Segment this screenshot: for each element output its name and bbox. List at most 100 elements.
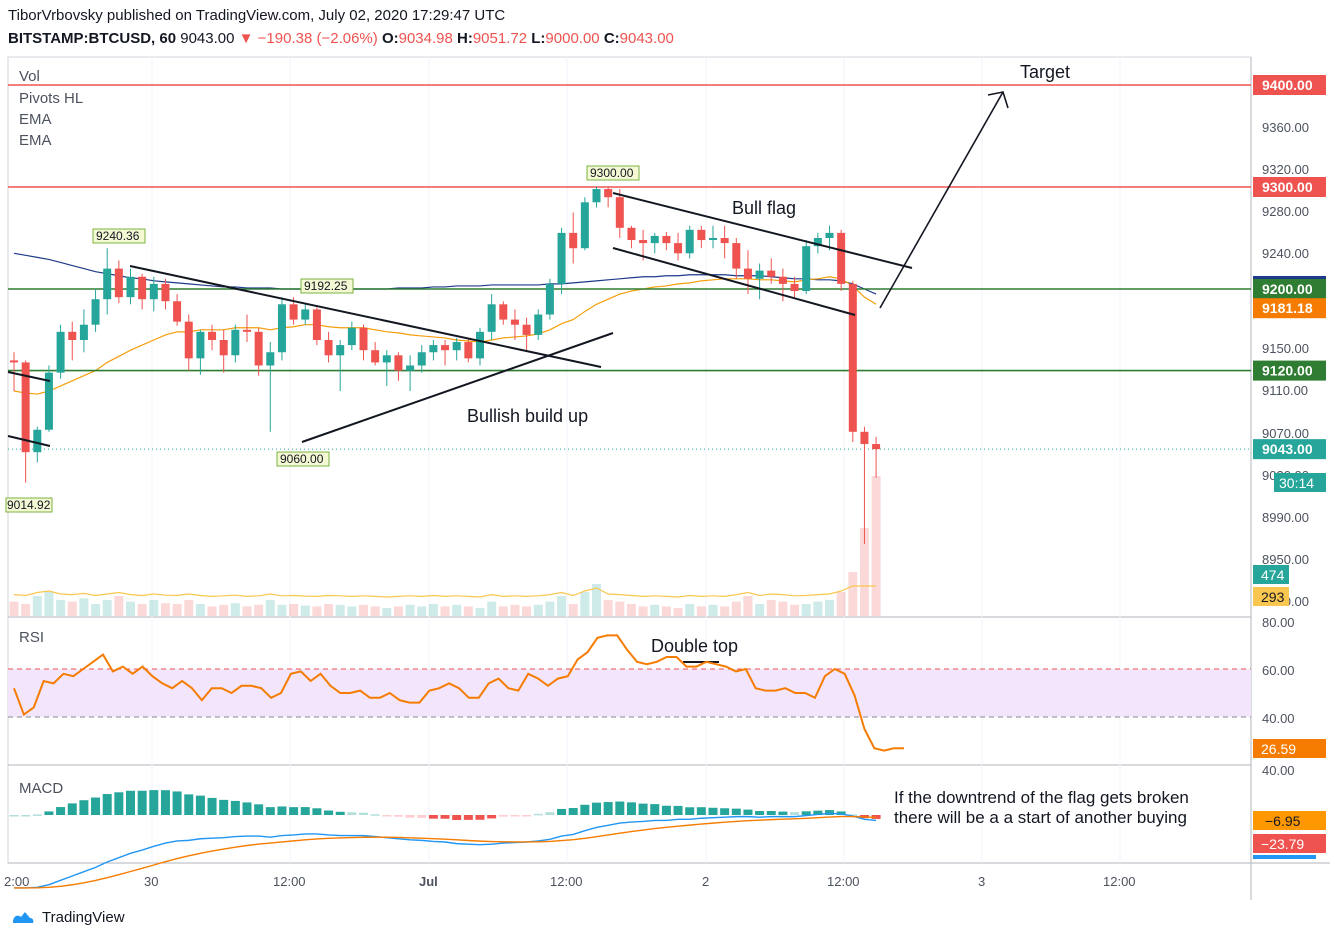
time-tick: 30 xyxy=(144,874,158,889)
macd-signal-line xyxy=(14,815,877,889)
candle-body xyxy=(103,268,112,300)
macd-histogram-bar xyxy=(44,811,54,815)
macd-histogram-bar xyxy=(615,801,625,815)
legend-pivots: Pivots HL xyxy=(19,90,83,107)
volume-bar xyxy=(755,604,765,616)
volume-bars xyxy=(9,476,881,616)
volume-bar xyxy=(720,606,730,616)
candle-body xyxy=(382,355,391,363)
candle-body xyxy=(394,355,403,371)
macd-histogram-bar xyxy=(370,814,380,816)
macd-histogram-bar xyxy=(335,811,345,815)
candle-body xyxy=(126,276,135,298)
support-level-upper-badge xyxy=(1253,279,1326,299)
macd-tick: 40.00 xyxy=(1262,763,1295,778)
ema-lines xyxy=(13,252,877,395)
svg-text:9192.25: 9192.25 xyxy=(304,279,348,293)
pivot-high-3: 9300.00 xyxy=(586,165,640,181)
volume-bar xyxy=(638,606,648,616)
macd-histogram-bar xyxy=(545,812,555,815)
candle-body xyxy=(196,331,205,359)
macd-histogram-bar xyxy=(603,802,613,815)
target-level-value: 9400.00 xyxy=(1262,77,1313,93)
last-price-badge xyxy=(1253,439,1326,460)
volume-bar xyxy=(230,603,240,616)
volume-bar xyxy=(289,604,299,616)
volume-bar xyxy=(533,604,543,616)
volume-bar xyxy=(370,606,380,616)
macd-histogram-bar xyxy=(149,790,159,815)
volume-bar xyxy=(452,604,462,616)
candle-body xyxy=(697,229,706,241)
macd-histogram-bar xyxy=(359,812,368,815)
countdown-badge xyxy=(1274,473,1326,492)
macd-histogram-bar xyxy=(731,808,741,815)
volume-bar xyxy=(487,601,497,616)
svg-text:9014.92: 9014.92 xyxy=(7,498,51,512)
volume-bar xyxy=(836,592,846,616)
trendline-left-bottom xyxy=(7,435,51,447)
candle-body xyxy=(312,309,321,340)
low-label: L: xyxy=(531,30,546,47)
macd-histogram-bar xyxy=(638,803,648,815)
volume-value: 474 xyxy=(1261,567,1285,583)
macd-histogram-bar xyxy=(825,810,834,815)
macd-histogram-bar xyxy=(708,807,718,815)
symbol-line: BITSTAMP:BTCUSD, 60 9043.00 ▼ −190.38 (−… xyxy=(8,30,674,47)
candle-body xyxy=(813,238,822,247)
macd-histogram-bar xyxy=(219,799,229,815)
macd-histogram-bar xyxy=(102,794,112,815)
volume-bar xyxy=(522,606,532,616)
time-tick: 3 xyxy=(978,874,985,889)
volume-bar xyxy=(312,606,322,616)
macd-histogram-bar xyxy=(592,802,601,815)
volume-bar xyxy=(825,600,834,616)
legend-ema-1: EMA xyxy=(19,111,52,128)
candle-body xyxy=(208,331,217,340)
close-label: C: xyxy=(603,30,620,47)
macd-histogram-bar xyxy=(696,807,706,815)
volume-bar xyxy=(44,592,54,616)
rsi-value: 26.59 xyxy=(1261,741,1296,757)
macd-histogram-bar xyxy=(207,797,217,815)
volume-bar xyxy=(254,604,264,616)
resistance-level-badge xyxy=(1253,177,1326,197)
volume-bar xyxy=(801,604,811,616)
candle-body xyxy=(615,197,624,228)
candle-body xyxy=(476,331,484,359)
target-level-badge xyxy=(1253,75,1326,95)
candle-body xyxy=(243,329,251,332)
candle-body xyxy=(790,283,799,292)
macd-histogram-bar xyxy=(790,812,800,815)
candle-body xyxy=(662,235,671,244)
macd-histogram-bar xyxy=(440,815,450,819)
candle-body xyxy=(161,283,170,302)
candle-body xyxy=(429,345,438,353)
trendlines xyxy=(7,91,1009,663)
candle-body xyxy=(417,352,426,366)
trendline-left-top xyxy=(7,371,51,382)
publisher-line: TiborVrbovsky published on TradingView.c… xyxy=(8,7,506,24)
volume-bar xyxy=(324,604,334,616)
flag-upper-line xyxy=(612,192,913,269)
macd-histogram-bar xyxy=(533,813,543,816)
candle-body xyxy=(33,429,42,453)
macd-blue-marker xyxy=(1253,855,1316,859)
volume-bar xyxy=(673,608,683,616)
macd-histogram-bar xyxy=(522,815,532,817)
rsi-value-badge xyxy=(1253,739,1326,758)
volume-bar xyxy=(557,596,567,616)
macd-histogram-bar xyxy=(848,814,858,816)
tradingview-brand[interactable]: TradingView xyxy=(10,908,125,926)
svg-text:9240.36: 9240.36 xyxy=(96,229,140,243)
macd-histogram-bar xyxy=(743,809,753,815)
pivot-low-2: 9014.92 xyxy=(5,497,53,513)
macd-histogram-bar xyxy=(720,808,730,815)
svg-text:9300.00: 9300.00 xyxy=(590,166,634,180)
pivot-high-1: 9240.36 xyxy=(92,228,146,244)
support-level-lower-value: 9120.00 xyxy=(1262,363,1313,379)
volume-bar xyxy=(137,604,147,616)
macd-histogram-bar xyxy=(91,797,101,815)
volume-bar xyxy=(463,606,473,616)
